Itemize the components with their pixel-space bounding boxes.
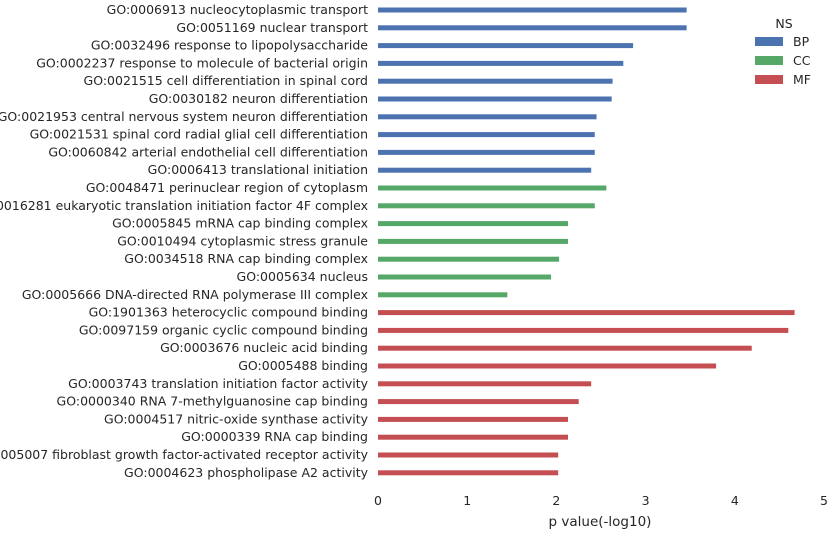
category-label: GO:0005007 fibroblast growth factor-acti… xyxy=(0,447,369,462)
bar-go-0006913 xyxy=(378,7,687,13)
bar-go-0003743 xyxy=(378,381,592,387)
legend-label-mf: MF xyxy=(793,72,811,87)
category-label: GO:0016281 eukaryotic translation initia… xyxy=(0,198,368,213)
bar-go-0010494 xyxy=(378,238,568,244)
bar-go-0003676 xyxy=(378,345,752,351)
x-tick-label: 4 xyxy=(731,493,739,508)
bar-go-0021531 xyxy=(378,132,595,138)
category-label: GO:0002237 response to molecule of bacte… xyxy=(36,55,368,70)
bar-go-0048471 xyxy=(378,185,607,191)
legend-swatch-cc xyxy=(755,56,783,65)
bar-go-0097159 xyxy=(378,327,789,333)
bar-go-1901363 xyxy=(378,310,795,316)
legend-entries: BP CC MF xyxy=(755,34,811,87)
category-label: GO:0060842 arterial endothelial cell dif… xyxy=(48,144,368,159)
category-label: GO:0004623 phospholipase A2 activity xyxy=(124,465,369,480)
bar-go-0004623 xyxy=(378,470,559,476)
category-label: GO:0005488 binding xyxy=(238,358,368,373)
category-label: GO:0030182 neuron differentiation xyxy=(149,91,368,106)
category-label: GO:0032496 response to lipopolysaccharid… xyxy=(91,38,368,53)
category-labels: GO:0006913 nucleocytoplasmic transport GO… xyxy=(0,2,369,480)
category-label: GO:0005666 DNA-directed RNA polymerase I… xyxy=(22,287,368,302)
legend-swatch-bp xyxy=(755,37,783,46)
legend: NS BP CC MF xyxy=(755,16,811,87)
bar-go-0021515 xyxy=(378,78,613,84)
bar-go-0005666 xyxy=(378,292,508,298)
x-tick-label: 1 xyxy=(463,493,471,508)
bar-go-0034518 xyxy=(378,256,560,262)
bar-go-0006413 xyxy=(378,167,592,173)
x-axis-title: p value(-log10) xyxy=(549,514,652,530)
legend-label-cc: CC xyxy=(793,53,811,68)
legend-label-bp: BP xyxy=(793,34,810,49)
category-label: GO:0034518 RNA cap binding complex xyxy=(124,251,368,266)
category-label: GO:0005845 mRNA cap binding complex xyxy=(112,216,368,231)
category-label: GO:0003743 translation initiation factor… xyxy=(68,376,368,391)
category-label: GO:0021953 central nervous system neuron… xyxy=(0,109,368,124)
bar-go-0004517 xyxy=(378,416,568,422)
bar-go-0032496 xyxy=(378,43,634,49)
category-label: GO:1901363 heterocyclic compound binding xyxy=(89,305,368,320)
bar-go-0021953 xyxy=(378,114,597,120)
category-label: GO:0000339 RNA cap binding xyxy=(181,429,368,444)
bar-go-0005634 xyxy=(378,274,552,280)
x-tick-label: 3 xyxy=(642,493,650,508)
category-label: GO:0010494 cytoplasmic stress granule xyxy=(117,233,368,248)
x-tick-label: 5 xyxy=(820,493,828,508)
bar-go-0030182 xyxy=(378,96,612,102)
bar-go-0005007 xyxy=(378,452,559,458)
category-label: GO:0048471 perinuclear region of cytopla… xyxy=(86,180,368,195)
x-tick-label: 2 xyxy=(552,493,560,508)
bar-go-0000339 xyxy=(378,434,568,440)
bars-group xyxy=(378,7,795,476)
x-tick-label: 0 xyxy=(374,493,382,508)
category-label: GO:0097159 organic cyclic compound bindi… xyxy=(79,322,368,337)
bar-go-0051169 xyxy=(378,25,687,31)
category-label: GO:0006913 nucleocytoplasmic transport xyxy=(107,2,368,17)
category-label: GO:0051169 nuclear transport xyxy=(176,20,368,35)
bar-go-0005488 xyxy=(378,363,717,369)
category-label: GO:0021531 spinal cord radial glial cell… xyxy=(30,127,368,142)
category-label: GO:0004517 nitric-oxide synthase activit… xyxy=(104,411,369,426)
category-label: GO:0005634 nucleus xyxy=(237,269,368,284)
category-label: GO:0003676 nucleic acid binding xyxy=(160,340,368,355)
bar-go-0002237 xyxy=(378,60,624,66)
category-label: GO:0006413 translational initiation xyxy=(148,162,368,177)
x-axis-ticks: 0 1 2 3 4 5 xyxy=(374,493,828,508)
bar-go-0060842 xyxy=(378,149,595,155)
bar-go-0016281 xyxy=(378,203,595,209)
category-label: GO:0021515 cell differentiation in spina… xyxy=(84,73,368,88)
bar-go-0005845 xyxy=(378,221,568,227)
legend-title: NS xyxy=(775,16,792,31)
legend-swatch-mf xyxy=(755,75,783,84)
category-label: GO:0000340 RNA 7-methylguanosine cap bin… xyxy=(57,394,368,409)
bar-go-0000340 xyxy=(378,399,579,405)
